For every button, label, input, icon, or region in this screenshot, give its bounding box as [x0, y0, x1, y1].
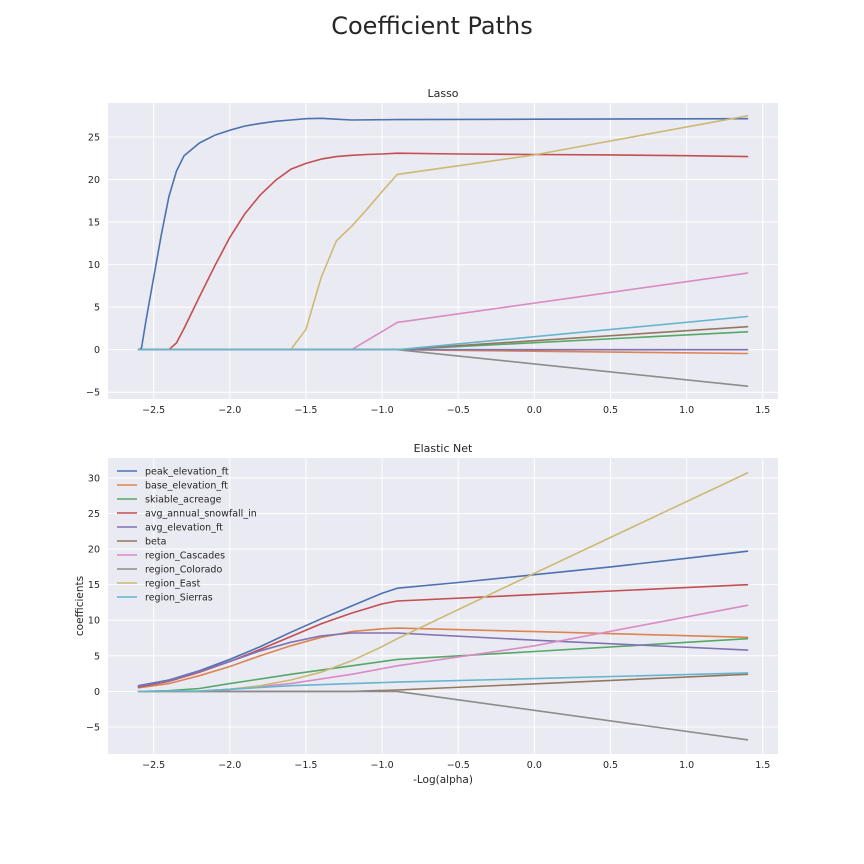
y-tick-label: 30	[88, 473, 100, 484]
x-tick-label: 1.0	[679, 405, 694, 416]
x-tick-label: −1.5	[294, 405, 317, 416]
x-tick-label: 0.0	[527, 405, 542, 416]
x-tick-label: 0.5	[603, 760, 618, 771]
legend-label: base_elevation_ft	[145, 481, 228, 492]
legend-label: skiable_acreage	[145, 495, 222, 506]
y-tick-label: −5	[86, 388, 100, 399]
series-line-peak_elevation_ft	[137, 550, 749, 687]
plot-area	[108, 458, 778, 754]
x-axis-label: -Log(alpha)	[413, 774, 473, 786]
x-tick-label: 1.5	[755, 760, 770, 771]
y-tick-label: −5	[86, 722, 100, 733]
legend-label: region_Sierras	[145, 593, 213, 604]
x-tick-label: −2.0	[218, 760, 241, 771]
y-tick-label: 20	[88, 175, 100, 186]
x-tick-label: −1.0	[371, 760, 394, 771]
legend: peak_elevation_ft base_elevation_ftskiabl…	[117, 467, 257, 604]
y-tick-label: 10	[88, 260, 100, 271]
figure-title: Coefficient Paths	[331, 12, 533, 40]
subplot-2: −2.5 −2.0 −1.5 −1.0 −0.5 0.0 0.5 1.0 1.5 −5 0 5 10 15…	[74, 442, 778, 786]
y-tick-label: 5	[94, 303, 100, 314]
x-tick-label: 1.5	[755, 405, 770, 416]
x-tick-label: 0.5	[603, 405, 618, 416]
x-tick-label: −2.0	[218, 405, 241, 416]
series-line-region_Sierras	[137, 315, 749, 351]
y-tick-label: 0	[94, 345, 100, 356]
x-tick-label: −0.5	[447, 760, 470, 771]
y-tick-label: 25	[88, 133, 100, 144]
y-tick-label: 25	[88, 509, 100, 520]
legend-label: region_East	[145, 579, 201, 590]
legend-label: region_Colorado	[145, 565, 222, 576]
legend-label: peak_elevation_ft	[145, 467, 229, 478]
y-tick-label: 15	[88, 580, 100, 591]
y-axis-label: coefficients	[74, 576, 86, 636]
x-tick-label: −2.5	[142, 405, 165, 416]
x-tick-label: −1.0	[371, 405, 394, 416]
legend-label: beta	[145, 537, 166, 548]
x-tick-label: −1.5	[294, 760, 317, 771]
x-tick-label: 0.0	[527, 760, 542, 771]
legend-label: avg_annual_snowfall_in	[145, 509, 257, 520]
y-tick-label: 0	[94, 687, 100, 698]
series-line-region_Colorado	[137, 690, 749, 741]
subplot-1: −2.5 −2.0 −1.5 −1.0 −0.5 0.0 0.5 1.0 1.5 −5 0 5 10 15…	[86, 87, 778, 416]
series-line-skiable_acreage	[137, 637, 749, 693]
x-tick-label: −0.5	[447, 405, 470, 416]
x-tick-label: −2.5	[142, 760, 165, 771]
x-tick-label: 1.0	[679, 760, 694, 771]
series-line-peak_elevation_ft	[137, 117, 749, 351]
subplot-title: Elastic Net	[414, 442, 473, 455]
y-tick-label: 15	[88, 218, 100, 229]
series-lines	[137, 472, 749, 741]
y-tick-label: 10	[88, 616, 100, 627]
subplot-title: Lasso	[427, 87, 458, 100]
series-line-region_Sierras	[137, 672, 749, 693]
legend-label: avg_elevation_ft	[145, 523, 223, 534]
y-tick-label: 20	[88, 545, 100, 556]
y-tick-label: 5	[94, 651, 100, 662]
series-line-avg_elevation_ft	[137, 632, 749, 688]
legend-label: region_Cascades	[145, 551, 225, 562]
series-line-region_East	[137, 115, 749, 351]
series-lines	[137, 115, 749, 388]
series-line-avg_annual_snowfall_in	[137, 152, 749, 351]
